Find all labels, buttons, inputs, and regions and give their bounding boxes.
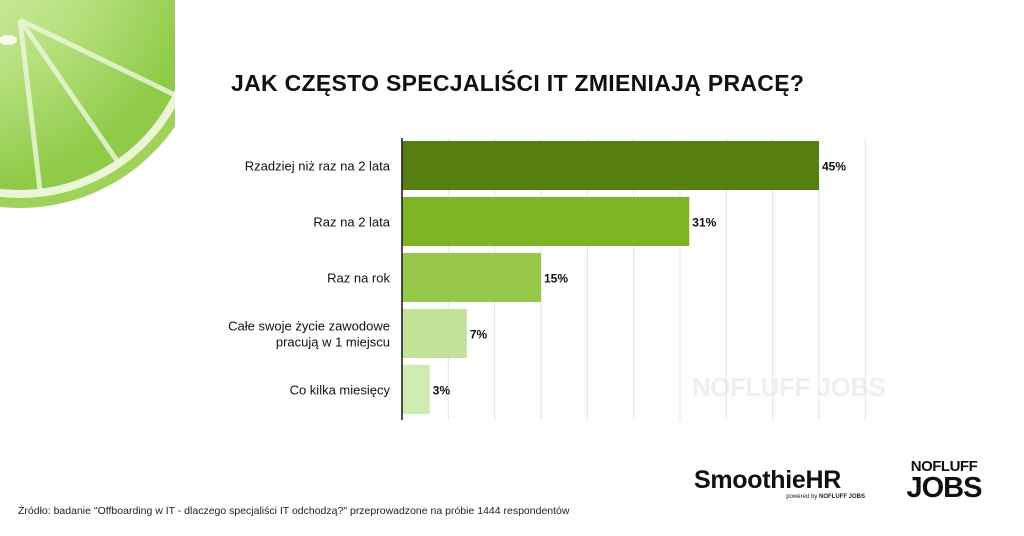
bar: [402, 253, 541, 302]
value-label: 7%: [470, 328, 488, 342]
lime-slice-decoration: [0, 0, 175, 208]
category-label: Rzadziej niż raz na 2 lata: [245, 159, 391, 174]
value-label: 3%: [433, 384, 451, 398]
chart-title: JAK CZĘSTO SPECJALIŚCI IT ZMIENIAJĄ PRAC…: [231, 70, 805, 96]
category-label: Raz na 2 lata: [313, 215, 390, 230]
category-label-line: pracują w 1 miejscu: [276, 335, 390, 350]
nofluffjobs-logo-line1: NOFLUFF: [910, 458, 978, 475]
powered-by-brand: NOFLUFF JOBS: [819, 494, 865, 500]
category-label: Raz na rok: [327, 271, 390, 286]
value-label: 45%: [822, 160, 846, 174]
category-label-line: Raz na rok: [327, 271, 390, 286]
value-label: 31%: [692, 216, 716, 230]
smoothiehr-name: SmoothieHR: [694, 466, 842, 494]
nofluffjobs-logo: NOFLUFF JOBS: [898, 459, 990, 503]
category-label-line: Rzadziej niż raz na 2 lata: [245, 159, 391, 174]
bar: [402, 197, 690, 246]
category-label: Całe swoje życie zawodowe pracują w 1 mie…: [228, 319, 390, 350]
smoothiehr-logo: SmoothieHR powered by NOFLUFF JOBS: [694, 466, 869, 500]
nofluffjobs-logo-line2: JOBS: [906, 472, 983, 504]
powered-by-label: powered by: [786, 494, 818, 500]
value-label: 15%: [544, 272, 568, 286]
bar: [402, 365, 430, 414]
category-label-line: Całe swoje życie zawodowe: [228, 319, 390, 334]
powered-by-text: powered by NOFLUFF JOBS: [694, 494, 869, 500]
category-label-line: Co kilka miesięcy: [290, 383, 391, 398]
category-label: Co kilka miesięcy: [290, 383, 391, 398]
category-label-line: Raz na 2 lata: [313, 215, 390, 230]
watermark-logo: NOFLUFF JOBS: [692, 372, 886, 402]
bar: [402, 309, 467, 358]
source-note: Źródło: badanie "Offboarding w IT - dlac…: [18, 505, 570, 517]
bar: [402, 141, 819, 190]
